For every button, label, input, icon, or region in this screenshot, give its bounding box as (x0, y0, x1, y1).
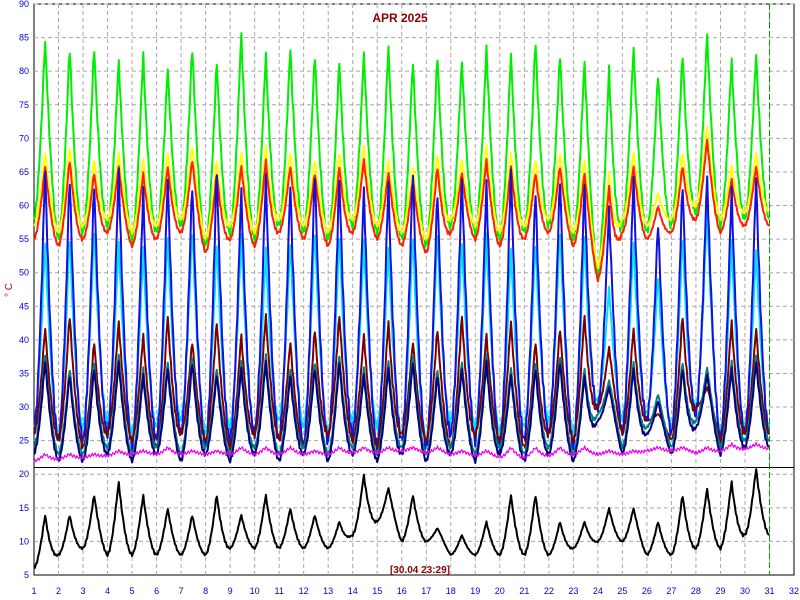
y-tick-label: 80 (19, 66, 29, 76)
y-tick-label: 30 (19, 402, 29, 412)
x-tick-label: 15 (372, 586, 382, 596)
x-tick-label: 23 (568, 586, 578, 596)
x-tick-label: 17 (421, 586, 431, 596)
x-tick-label: 21 (519, 586, 529, 596)
y-tick-label: 5 (24, 570, 29, 580)
timestamp-label: [30.04 23:29] (390, 565, 450, 576)
x-tick-label: 3 (81, 586, 86, 596)
series-line (33, 125, 770, 270)
series-lines (33, 32, 771, 570)
y-tick-label: 20 (19, 469, 29, 479)
x-tick-label: 19 (470, 586, 480, 596)
series-line (33, 208, 771, 443)
y-tick-label: 75 (19, 100, 29, 110)
series-line (33, 468, 770, 570)
x-tick-label: 26 (642, 586, 652, 596)
y-tick-label: 15 (19, 503, 29, 513)
x-tick-label: 5 (130, 586, 135, 596)
x-tick-label: 11 (274, 586, 283, 596)
y-tick-label: 55 (19, 234, 29, 244)
series-line (33, 168, 771, 454)
y-axis-label: ° C (4, 283, 15, 297)
x-tick-label: 13 (323, 586, 333, 596)
chart-title: APR 2025 (372, 11, 428, 25)
x-tick-label: 8 (203, 586, 208, 596)
y-tick-label: 50 (19, 268, 29, 278)
y-tick-label: 40 (19, 335, 29, 345)
x-tick-label: 20 (495, 586, 505, 596)
x-tick-label: 28 (691, 586, 701, 596)
y-tick-label: 25 (19, 436, 29, 446)
x-tick-label: 18 (446, 586, 456, 596)
series-line (33, 441, 771, 463)
x-tick-label: 6 (154, 586, 159, 596)
x-tick-label: 12 (299, 586, 309, 596)
x-tick-label: 9 (228, 586, 233, 596)
y-tick-label: 85 (19, 33, 29, 43)
x-tick-label: 7 (179, 586, 184, 596)
x-tick-label: 2 (56, 586, 61, 596)
x-tick-label: 22 (544, 586, 554, 596)
x-tick-label: 24 (593, 586, 603, 596)
y-tick-label: 35 (19, 368, 29, 378)
y-tick-label: 65 (19, 167, 29, 177)
y-tick-label: 90 (19, 0, 29, 9)
x-tick-label: 1 (31, 586, 36, 596)
x-tick-label: 32 (789, 586, 799, 596)
y-tick-label: 45 (19, 301, 29, 311)
x-tick-label: 16 (397, 586, 407, 596)
x-tick-label: 14 (348, 586, 358, 596)
series-line (33, 32, 771, 279)
y-tick-label: 60 (19, 201, 29, 211)
y-tick-label: 10 (19, 536, 29, 546)
y-tick-label: 70 (19, 133, 29, 143)
x-tick-label: 29 (715, 586, 725, 596)
x-tick-label: 4 (105, 586, 110, 596)
series-line (33, 352, 770, 458)
x-tick-label: 31 (764, 586, 774, 596)
series-line (33, 138, 770, 283)
x-tick-label: 27 (666, 586, 676, 596)
x-tick-label: 30 (740, 586, 750, 596)
x-tick-label: 10 (250, 586, 260, 596)
x-tick-label: 25 (617, 586, 627, 596)
